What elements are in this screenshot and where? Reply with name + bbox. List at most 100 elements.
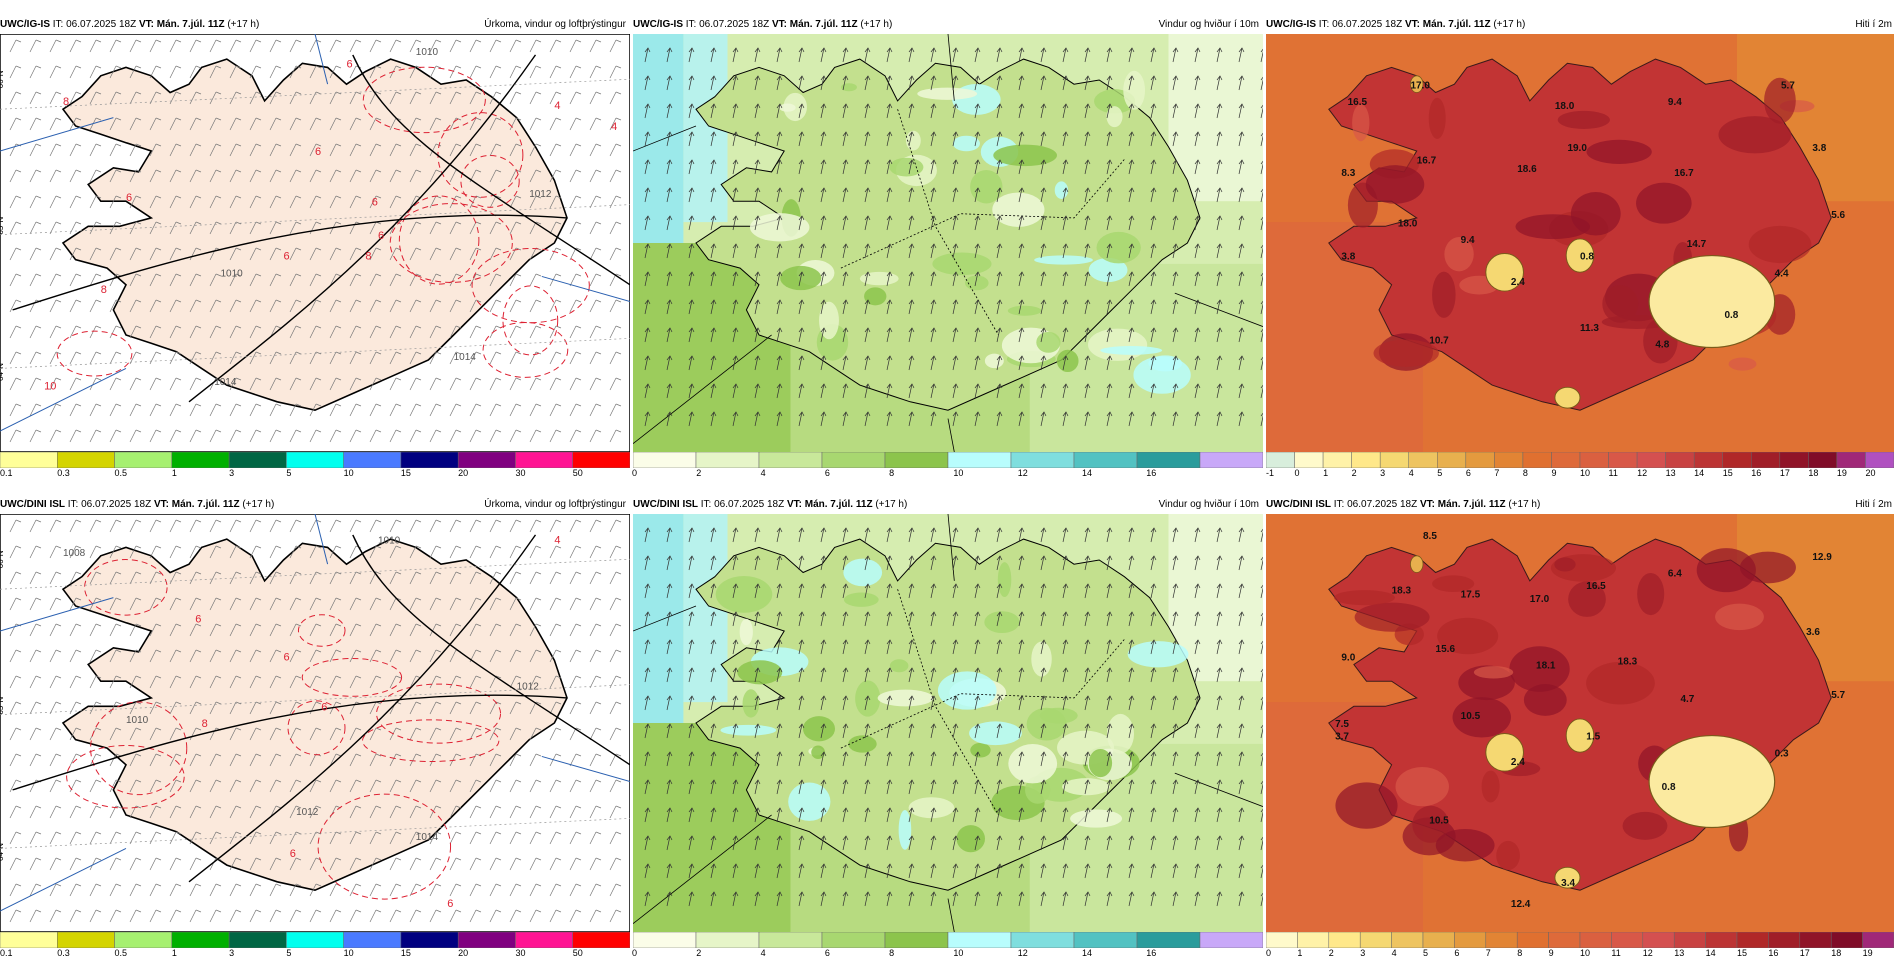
iceland-landmass (61, 538, 568, 892)
map-area[interactable]: 16.5 17.0 18.0 9.4 5.7 8.3 16.7 18.6 19.0 16.7 3.8… (1266, 34, 1894, 457)
map-canvas[interactable]: 8.5 12.9 6.4 18.3 17.5 17.0 16.5 9.0 15.6 18.1 18.… (1266, 514, 1894, 932)
colorbar-swatch (228, 931, 287, 949)
map-panel-wind-ig-is: UWC/IG-IS IT: 06.07.2025 18Z VT: Mán. 7.… (632, 18, 1267, 482)
colorbar-swatch (286, 451, 344, 469)
colorbar-swatch (515, 931, 573, 949)
init-time-label: IT: (1333, 499, 1345, 510)
vatnajokull-glacier (1648, 254, 1776, 349)
map-canvas[interactable] (632, 513, 1267, 933)
colorbar-swatch (228, 451, 287, 469)
colorbar (0, 451, 631, 469)
colorbar-tick: 5 (1437, 468, 1443, 478)
map-area[interactable]: 1008 1010 1010 1012 1014 1012 6 6 6 8 6 4 6 66°N 65°N 6… (0, 513, 631, 937)
panel-title: UWC/IG-IS IT: 06.07.2025 18Z VT: Mán. 7.… (1266, 18, 1525, 32)
colorbar-swatch (1322, 451, 1352, 469)
init-time-value: 06.07.2025 18Z (81, 499, 152, 510)
colorbar-swatch (1608, 451, 1638, 469)
temperature-label: 14.7 (1687, 239, 1707, 250)
panel-title: UWC/DINI ISL IT: 06.07.2025 18Z VT: Mán.… (1266, 498, 1540, 512)
temperature-label: 8.3 (1341, 168, 1355, 179)
temperature-label: 8.5 (1423, 531, 1437, 542)
map-area[interactable] (632, 33, 1267, 457)
temperature-label: 17.0 (1410, 80, 1430, 91)
map-area[interactable]: 1010 1010 1012 1014 1014 6 6 6 6 6 6 4 4 8 8 10 8 66°N 65°… (0, 33, 631, 457)
colorbar-tick: 19 (1836, 468, 1847, 478)
init-time-value: 06.07.2025 18Z (1332, 19, 1403, 30)
valid-time-value: Mán. 7.júl. 11Z (1437, 499, 1506, 510)
colorbar-swatch (57, 931, 115, 949)
precip-contour-label: 8 (202, 718, 208, 730)
precip-contour-label: 8 (365, 251, 371, 263)
isobar-label: 1012 (296, 807, 319, 818)
temperature-label: 3.8 (1812, 143, 1826, 154)
colorbar-swatch (1579, 451, 1609, 469)
colorbar-swatch (1073, 451, 1138, 469)
field-name: Hiti í 2m (1855, 19, 1892, 30)
colorbar-swatch (1636, 451, 1666, 469)
latitude-label: 66°N (0, 550, 5, 568)
valid-time-value: Mán. 7.júl. 11Z (156, 19, 225, 30)
map-panel-precip-ig-is: UWC/IG-IS IT: 06.07.2025 18Z VT: Mán. 7.… (0, 18, 631, 482)
colorbar-swatch (457, 451, 516, 469)
colorbar-swatch (400, 931, 459, 949)
latitude-label: 65°N (0, 217, 5, 235)
latitude-label: 65°N (0, 697, 5, 715)
colorbar-tick: 30 (515, 468, 526, 478)
map-panel-wind-dini-isl: UWC/DINI ISL IT: 06.07.2025 18Z VT: Mán.… (632, 498, 1267, 962)
colorbar-tick: 14 (1694, 468, 1705, 478)
precip-contour-label: 6 (321, 701, 327, 713)
valid-time-value: Mán. 7.júl. 11Z (789, 19, 858, 30)
panel-title: UWC/DINI ISL IT: 06.07.2025 18Z VT: Mán.… (0, 498, 274, 512)
init-time-label: IT: (700, 499, 712, 510)
temperature-label: 4.4 (1775, 268, 1789, 279)
colorbar-swatch (1265, 451, 1295, 469)
map-canvas[interactable] (632, 33, 1267, 453)
temperature-label: 17.5 (1461, 590, 1481, 601)
map-canvas[interactable]: 16.5 17.0 18.0 9.4 5.7 8.3 16.7 18.6 19.0 16.7 3.8… (1266, 34, 1894, 452)
temperature-label: 3.6 (1806, 627, 1820, 638)
colorbar-swatch (632, 931, 697, 949)
lead-time: (+17 h) (875, 499, 908, 510)
temperature-label: 10.7 (1429, 335, 1449, 346)
lead-time: (+17 h) (1493, 19, 1526, 30)
colorbar-tick: 8 (1522, 468, 1528, 478)
colorbar-swatch (515, 451, 573, 469)
colorbar-swatch (1862, 931, 1895, 949)
colorbar-swatch (884, 451, 949, 469)
latitude-label: 66°N (0, 70, 5, 88)
map-area[interactable]: 8.5 12.9 6.4 18.3 17.5 17.0 16.5 9.0 15.6 18.1 18.… (1266, 514, 1894, 937)
precip-contour-label: 10 (44, 380, 56, 392)
colorbar-tick: 9 (1551, 468, 1557, 478)
temperature-label: 18.0 (1555, 101, 1575, 112)
colorbar-swatch (695, 451, 760, 469)
field-name: Vindur og hviður í 10m (1158, 499, 1259, 510)
colorbar-swatch (758, 451, 823, 469)
temperature-label: 6.4 (1668, 569, 1682, 580)
valid-time-value: Mán. 7.júl. 11Z (804, 499, 873, 510)
map-canvas[interactable]: 1010 1010 1012 1014 1014 6 6 6 6 6 6 4 4 8 8 10 8 66°N 65°… (0, 33, 631, 453)
colorbar-swatch (1722, 451, 1752, 469)
colorbar-swatch (1736, 931, 1769, 949)
colorbar-tick: 0 (1294, 468, 1300, 478)
temperature-label: 17.0 (1530, 594, 1550, 605)
colorbar-swatch (1199, 451, 1264, 469)
colorbar-swatch (1136, 451, 1201, 469)
lead-time: (+17 h) (1508, 499, 1541, 510)
colorbar-tick: 3 (1380, 468, 1386, 478)
temperature-label: 3.7 (1335, 732, 1349, 743)
precip-contour-label: 8 (101, 284, 107, 296)
map-area[interactable] (632, 513, 1267, 937)
precip-contour-label: 6 (284, 651, 290, 663)
colorbar-ticks: 0 2 4 6 8 10 12 14 16 (632, 468, 1263, 480)
colorbar-tick: 18 (1808, 468, 1819, 478)
panel-title: UWC/DINI ISL IT: 06.07.2025 18Z VT: Mán.… (633, 498, 907, 512)
colorbar-swatch (171, 931, 230, 949)
precip-contour-label: 6 (315, 146, 321, 158)
model-name: UWC/DINI ISL (633, 499, 698, 510)
isobar-label: 1008 (63, 548, 86, 559)
colorbar-swatch (1454, 931, 1487, 949)
colorbar-container (0, 451, 631, 473)
temperature-label: 15.6 (1436, 644, 1456, 655)
colorbar-swatch (1297, 931, 1330, 949)
map-canvas[interactable]: 1008 1010 1010 1012 1014 1012 6 6 6 8 6 4 6 66°N 65°N 6… (0, 513, 631, 933)
